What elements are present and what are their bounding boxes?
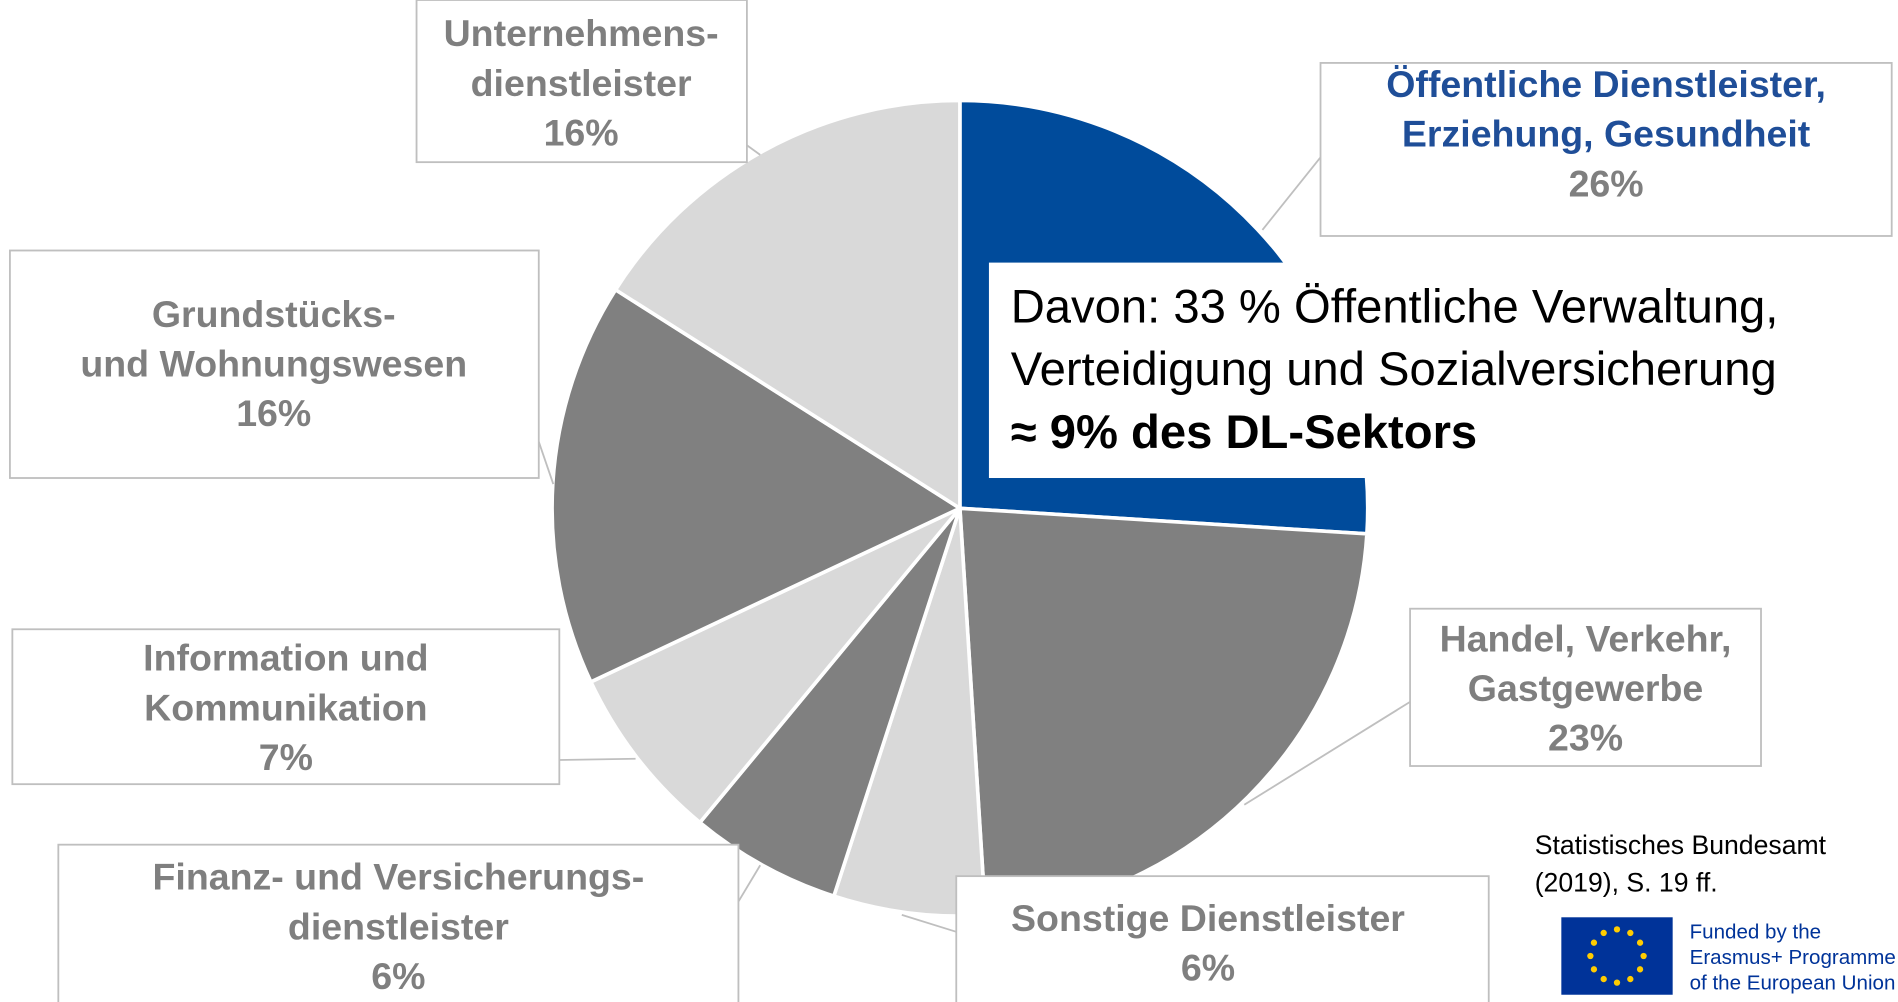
source-line: Statistisches Bundesamt xyxy=(1535,830,1827,860)
annotation-box xyxy=(988,262,1898,479)
leader-line xyxy=(1261,156,1322,231)
slice-label: Unternehmens- xyxy=(444,12,719,54)
label-box xyxy=(1409,607,1762,767)
label-box xyxy=(415,0,748,164)
slice-label: dienstleister xyxy=(471,62,692,104)
eu-star xyxy=(1613,979,1621,986)
logo-text: of the European Union xyxy=(1690,971,1896,994)
leader-line xyxy=(559,757,636,761)
pie xyxy=(550,98,1370,918)
eu-star xyxy=(1627,929,1634,937)
slice-label: Finanz- und Versicherungs- xyxy=(153,856,645,898)
slice-label: Erziehung, Gesundheit xyxy=(1402,113,1811,155)
slice-value-label: 6% xyxy=(1181,946,1235,988)
slice-label: Öffentliche Dienstleister, xyxy=(1386,63,1826,105)
source-line: (2019), S. 19 ff. xyxy=(1535,868,1718,898)
annotation: Davon: 33 % Öffentliche Verwaltung, Vert… xyxy=(988,262,1898,479)
slice-value-label: 16% xyxy=(236,392,311,434)
slice-label: Handel, Verkehr, xyxy=(1440,617,1732,659)
eu-star xyxy=(1590,966,1598,973)
annotation-line: ≈ 9% des DL-Sektors xyxy=(1011,406,1477,459)
pie-slice xyxy=(613,98,962,512)
slice-value-label: 16% xyxy=(544,111,619,153)
eu-star xyxy=(1613,926,1621,933)
eu-star xyxy=(1587,952,1594,960)
eu-star xyxy=(1600,929,1607,937)
leader-line xyxy=(1243,701,1411,806)
pie-slice xyxy=(697,507,962,899)
labels: Öffentliche Dienstleister, Erziehung, Ges… xyxy=(9,0,1893,1002)
slice-label: Information und xyxy=(143,637,428,679)
logo-text: Funded by the xyxy=(1690,920,1821,943)
slice-label: Kommunikation xyxy=(144,686,427,728)
logo-text: Erasmus+ Programme xyxy=(1690,946,1896,969)
label-box xyxy=(11,628,561,786)
leader-line xyxy=(901,914,957,933)
source: Statistisches Bundesamt (2019), S. 19 ff… xyxy=(1535,830,1827,898)
label-box xyxy=(57,843,740,1002)
slice-label: und Wohnungswesen xyxy=(80,343,467,385)
slice-label: dienstleister xyxy=(288,905,509,947)
label-box xyxy=(1319,62,1893,237)
label-box xyxy=(955,875,1490,1002)
slice-label: Gastgewerbe xyxy=(1468,667,1704,709)
label-box xyxy=(9,249,540,479)
leader-line xyxy=(746,144,761,156)
eu-star xyxy=(1627,975,1634,983)
eu-star xyxy=(1600,975,1607,983)
pie-slice xyxy=(588,506,962,826)
slice-value-label: 23% xyxy=(1548,717,1623,759)
pie-slice xyxy=(957,506,1369,918)
eu-star xyxy=(1636,966,1644,973)
eu-star xyxy=(1640,952,1647,960)
eu-logo: Funded by the Erasmus+ Programme of the … xyxy=(1561,917,1896,995)
eu-star xyxy=(1636,939,1644,946)
slice-value-label: 6% xyxy=(371,955,425,997)
annotation-line: Davon: 33 % Öffentliche Verwaltung, xyxy=(1011,280,1779,333)
eu-stars xyxy=(1587,926,1647,986)
slice-value-label: 7% xyxy=(259,736,313,778)
annotation-line: Verteidigung und Sozialversicherung xyxy=(1011,343,1777,396)
leader-line xyxy=(737,864,761,903)
slice-label: Grundstücks- xyxy=(152,293,396,335)
eu-star xyxy=(1590,939,1598,946)
slice-label: Sonstige Dienstleister xyxy=(1011,897,1405,939)
slice-value-label: 26% xyxy=(1569,162,1644,204)
leader-line xyxy=(537,441,555,485)
